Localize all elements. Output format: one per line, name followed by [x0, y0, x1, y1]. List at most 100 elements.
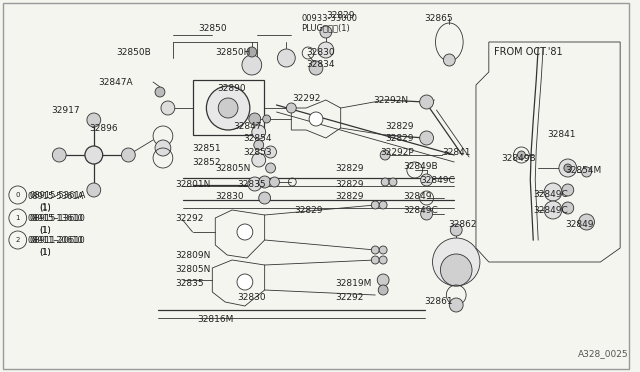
Circle shape — [286, 103, 296, 113]
Text: FROM OCT.'81: FROM OCT.'81 — [493, 47, 563, 57]
Circle shape — [449, 298, 463, 312]
Text: 32829: 32829 — [336, 164, 364, 173]
Text: 32890: 32890 — [217, 83, 246, 93]
Text: 32292P: 32292P — [380, 148, 414, 157]
Circle shape — [380, 201, 387, 209]
Circle shape — [380, 246, 387, 254]
Circle shape — [278, 49, 295, 67]
Text: 32896: 32896 — [89, 124, 118, 132]
Text: 32847: 32847 — [233, 122, 262, 131]
Text: 32835: 32835 — [237, 180, 266, 189]
Text: 32819M: 32819M — [336, 279, 372, 289]
Text: 32849C: 32849C — [533, 189, 568, 199]
Text: 32292: 32292 — [336, 294, 364, 302]
Circle shape — [155, 140, 171, 156]
Circle shape — [420, 208, 433, 220]
Text: 2: 2 — [15, 237, 20, 243]
Text: 32850H: 32850H — [215, 48, 251, 57]
Circle shape — [371, 201, 380, 209]
Text: A328_0025: A328_0025 — [578, 350, 628, 359]
Circle shape — [378, 285, 388, 295]
Text: 32841: 32841 — [547, 129, 575, 138]
Circle shape — [579, 214, 595, 230]
Circle shape — [440, 254, 472, 286]
Text: 32829: 32829 — [294, 205, 323, 215]
Circle shape — [420, 174, 433, 186]
Text: 32830: 32830 — [237, 294, 266, 302]
Circle shape — [562, 202, 573, 214]
Text: 1: 1 — [15, 215, 20, 221]
Text: 32861: 32861 — [424, 298, 453, 307]
Text: 32850B: 32850B — [116, 48, 151, 57]
Circle shape — [254, 140, 264, 150]
Circle shape — [433, 238, 480, 286]
Text: 32851: 32851 — [193, 144, 221, 153]
Circle shape — [85, 146, 102, 164]
Text: 32829: 32829 — [336, 180, 364, 189]
Text: 08911-20610: 08911-20610 — [28, 235, 83, 244]
Circle shape — [371, 246, 380, 254]
Circle shape — [377, 274, 389, 286]
Text: 32854M: 32854M — [565, 166, 601, 174]
Circle shape — [266, 163, 275, 173]
Text: 32292: 32292 — [292, 93, 321, 103]
Text: 32805N: 32805N — [176, 266, 211, 275]
Text: 32853: 32853 — [243, 148, 271, 157]
Circle shape — [420, 95, 433, 109]
Circle shape — [248, 177, 262, 191]
Text: 32292N: 32292N — [373, 96, 408, 105]
Text: 32849B: 32849B — [403, 161, 438, 170]
Text: 32801N: 32801N — [176, 180, 211, 189]
Text: 32292: 32292 — [176, 214, 204, 222]
Circle shape — [451, 224, 462, 236]
Circle shape — [252, 153, 266, 167]
Circle shape — [371, 256, 380, 264]
Text: 32849: 32849 — [403, 192, 431, 201]
Circle shape — [562, 184, 573, 196]
Text: 32835: 32835 — [176, 279, 204, 289]
Text: (1): (1) — [40, 202, 51, 212]
Circle shape — [247, 47, 257, 57]
Text: PLUGプラグ(1): PLUGプラグ(1) — [301, 23, 350, 32]
Text: 32841: 32841 — [442, 148, 471, 157]
Text: 32852: 32852 — [193, 157, 221, 167]
Text: 08915-13610: 08915-13610 — [28, 214, 84, 222]
Text: 08915-5361A: 08915-5361A — [28, 192, 84, 201]
Circle shape — [265, 146, 276, 158]
Text: 32829: 32829 — [336, 192, 364, 201]
Circle shape — [564, 164, 572, 172]
Bar — [193, 80, 264, 135]
Text: (1): (1) — [40, 225, 51, 234]
Text: 32816M: 32816M — [198, 315, 234, 324]
Text: 32829: 32829 — [385, 122, 413, 131]
Text: (1): (1) — [40, 247, 51, 257]
Text: (1): (1) — [40, 247, 51, 257]
Circle shape — [155, 87, 165, 97]
Text: 08911-20610: 08911-20610 — [29, 235, 85, 244]
Text: 32829: 32829 — [385, 134, 413, 142]
Circle shape — [420, 131, 433, 145]
Text: 32850: 32850 — [198, 23, 227, 32]
Text: 32829: 32829 — [326, 10, 355, 19]
Text: 32854: 32854 — [243, 134, 271, 142]
Circle shape — [262, 115, 271, 123]
Circle shape — [259, 176, 271, 188]
Circle shape — [582, 167, 591, 177]
Text: (1): (1) — [40, 203, 51, 212]
Circle shape — [122, 148, 135, 162]
Circle shape — [87, 183, 100, 197]
Circle shape — [318, 42, 334, 58]
Circle shape — [389, 178, 397, 186]
Text: 32847A: 32847A — [99, 77, 133, 87]
Circle shape — [380, 256, 387, 264]
Text: 08915-5361A: 08915-5361A — [29, 190, 86, 199]
Text: 32830: 32830 — [306, 48, 335, 57]
Circle shape — [309, 112, 323, 126]
Text: 32865: 32865 — [424, 13, 453, 22]
Text: 32849C: 32849C — [403, 205, 438, 215]
Text: 32849: 32849 — [565, 219, 593, 228]
Text: 32830: 32830 — [215, 192, 244, 201]
Circle shape — [52, 148, 66, 162]
Circle shape — [381, 178, 389, 186]
Circle shape — [237, 274, 253, 290]
